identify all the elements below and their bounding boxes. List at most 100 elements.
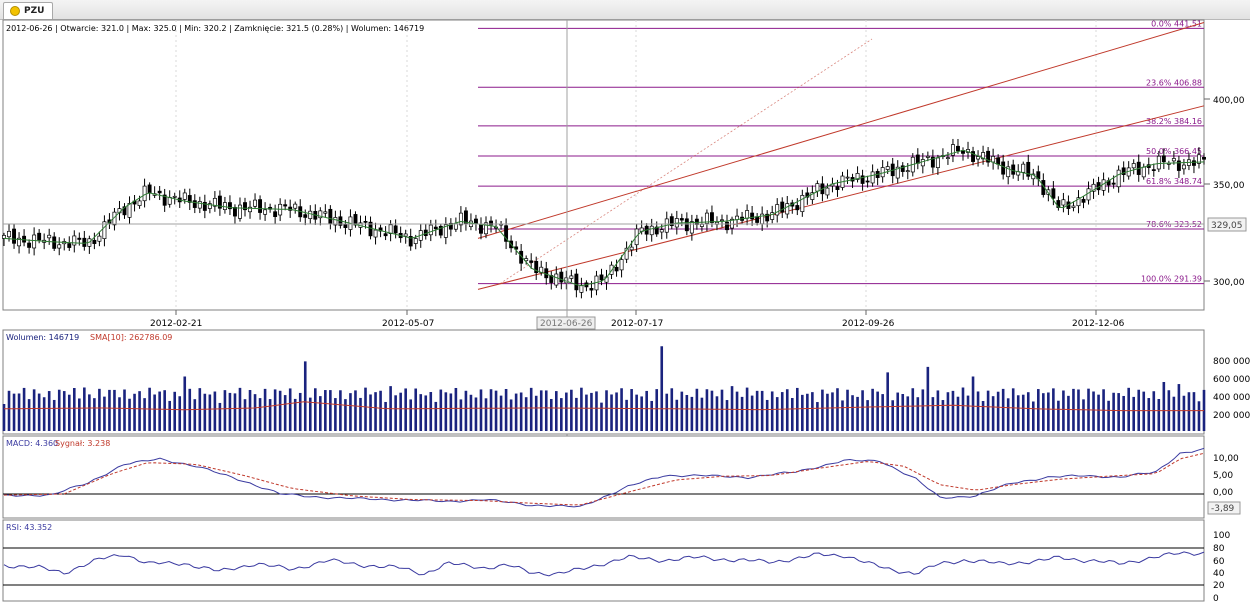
volume-bar bbox=[138, 391, 141, 431]
chart-area[interactable]: 2012-06-26 | Otwarcie: 321.0 | Max: 325.… bbox=[0, 19, 1250, 606]
candle-body bbox=[17, 237, 22, 247]
volume-bar bbox=[499, 395, 503, 431]
candle-body bbox=[529, 260, 534, 263]
volume-bar bbox=[836, 388, 839, 431]
candle-body bbox=[1081, 198, 1086, 203]
volume-bar bbox=[93, 398, 96, 431]
tab-pzu[interactable]: PZU bbox=[3, 2, 54, 19]
candle-body bbox=[162, 194, 167, 206]
volume-bar bbox=[248, 389, 252, 431]
volume-bar bbox=[951, 390, 955, 431]
price-grid bbox=[175, 20, 1097, 315]
volume-bar bbox=[253, 394, 257, 431]
candle-body bbox=[1121, 167, 1126, 175]
volume-bar bbox=[98, 388, 101, 431]
volume-bar bbox=[1157, 398, 1161, 431]
volume-bar bbox=[273, 389, 277, 431]
macd-panel-frame bbox=[2, 435, 1205, 519]
candle-body bbox=[1141, 166, 1146, 178]
candle-body bbox=[745, 210, 750, 219]
volume-bar bbox=[238, 387, 242, 431]
candle-body bbox=[684, 218, 689, 232]
candle-body bbox=[2, 235, 6, 239]
candle-body bbox=[1006, 166, 1011, 178]
volume-bar bbox=[620, 388, 623, 431]
candle-body bbox=[72, 235, 77, 246]
macd-panel[interactable]: MACD: 4.360 Sygnał: 3.238 10,00 5,00 0,0… bbox=[2, 435, 1241, 519]
candle-body bbox=[1192, 160, 1196, 166]
macd-signal-label: Sygnał: 3.238 bbox=[55, 439, 110, 448]
volume-bar bbox=[549, 398, 553, 431]
volume-bar bbox=[324, 390, 327, 431]
candle-body bbox=[805, 192, 810, 198]
macd-current-label: -3,89 bbox=[1211, 504, 1235, 514]
volume-bar bbox=[243, 399, 247, 431]
volume-bar bbox=[720, 389, 724, 431]
volume-bar bbox=[223, 390, 227, 431]
volume-bar bbox=[504, 388, 508, 431]
candle-body bbox=[800, 195, 805, 213]
price-panel[interactable]: 2012-06-26 | Otwarcie: 321.0 | Max: 325.… bbox=[2, 19, 1247, 517]
candle-body bbox=[433, 226, 438, 230]
candle-body bbox=[1151, 169, 1156, 171]
volume-bar bbox=[42, 397, 46, 431]
volume-tick: 400 000 bbox=[1213, 393, 1250, 403]
volume-panel[interactable]: Wolumen: 146719 SMA[10]: 262786.09 800 0… bbox=[2, 329, 1250, 435]
volume-bar bbox=[419, 394, 423, 431]
candle-body bbox=[865, 180, 870, 183]
candle-body bbox=[217, 195, 222, 209]
candle-body bbox=[318, 210, 323, 219]
candle-body bbox=[574, 273, 579, 291]
candle-body bbox=[102, 221, 107, 240]
volume-bar bbox=[128, 398, 131, 431]
volume-bar bbox=[1097, 394, 1100, 431]
volume-bar bbox=[1067, 395, 1070, 431]
macd-tick: 5,00 bbox=[1213, 471, 1233, 481]
candle-body bbox=[323, 211, 328, 214]
candle-body bbox=[82, 237, 87, 247]
candle-body bbox=[182, 192, 187, 200]
candle-body bbox=[388, 224, 393, 234]
volume-bar bbox=[208, 394, 212, 431]
volume-bar bbox=[750, 395, 754, 431]
volume-bar bbox=[293, 398, 297, 431]
volume-bar bbox=[384, 401, 387, 431]
volume-bar bbox=[906, 396, 910, 431]
candle-body bbox=[935, 157, 940, 168]
volume-bar bbox=[780, 392, 784, 431]
candle-body bbox=[1197, 154, 1201, 164]
candle-body bbox=[353, 214, 358, 226]
volume-bar bbox=[931, 397, 935, 431]
candle-body bbox=[1116, 169, 1121, 188]
volume-bar bbox=[831, 392, 834, 431]
candle-body bbox=[328, 208, 333, 224]
candle-body bbox=[689, 221, 694, 234]
volume-bar bbox=[806, 393, 809, 431]
tab-label: PZU bbox=[24, 6, 45, 16]
candle-body bbox=[835, 186, 840, 190]
price-tick: 300,00 bbox=[1213, 278, 1245, 288]
candle-body bbox=[770, 212, 775, 220]
volume-bar bbox=[826, 393, 829, 431]
volume-bar bbox=[534, 395, 538, 431]
candle-body bbox=[1131, 163, 1136, 169]
candle-body bbox=[815, 183, 820, 192]
volume-bar bbox=[339, 390, 342, 431]
rsi-panel[interactable]: RSI: 43.352 100 80 60 40 20 0 bbox=[2, 519, 1230, 604]
candle-body bbox=[599, 274, 604, 281]
trend-channel bbox=[477, 22, 1205, 290]
candle-body bbox=[137, 200, 142, 206]
candle-body bbox=[12, 228, 16, 244]
candle-body bbox=[624, 247, 629, 260]
volume-bar bbox=[444, 392, 448, 431]
volume-bar bbox=[484, 398, 488, 431]
candle-body bbox=[709, 212, 714, 223]
volume-bar bbox=[901, 394, 905, 431]
candle-body bbox=[157, 190, 162, 194]
volume-bar bbox=[369, 394, 372, 431]
volume-bar bbox=[680, 391, 684, 431]
volume-bar bbox=[690, 396, 694, 431]
candle-body bbox=[283, 204, 288, 207]
volume-bar bbox=[625, 399, 628, 431]
candle-body bbox=[448, 222, 453, 230]
